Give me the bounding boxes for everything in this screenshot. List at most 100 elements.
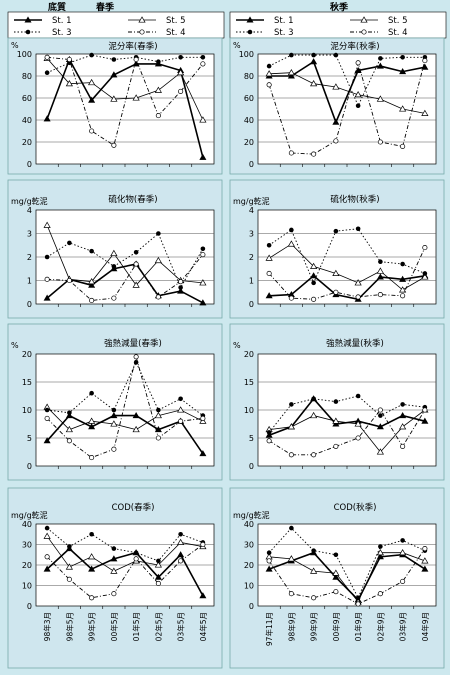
x-tick-label: 01年5月 (131, 612, 141, 641)
data-point (265, 70, 273, 77)
data-point (376, 95, 384, 102)
data-point (178, 88, 184, 94)
legend-label: St. 5 (166, 16, 186, 26)
data-point (44, 407, 50, 413)
data-point (199, 116, 207, 123)
series-line (47, 56, 204, 147)
data-point (400, 443, 406, 449)
data-point (199, 279, 207, 286)
data-point (43, 221, 51, 228)
y-tick-label: 3 (27, 230, 32, 239)
data-point (66, 56, 72, 63)
data-point (289, 52, 294, 58)
data-point (422, 245, 428, 251)
data-point (311, 151, 317, 157)
data-point (310, 79, 318, 87)
y-tick-label: 0 (249, 300, 254, 309)
data-point (332, 118, 340, 125)
legend-label: St. 1 (274, 16, 294, 26)
y-tick-label: 40 (22, 520, 32, 529)
data-point (178, 285, 183, 290)
data-point (67, 240, 72, 246)
data-point (133, 56, 139, 63)
data-point (178, 531, 183, 537)
data-point (376, 423, 384, 430)
data-point (43, 437, 51, 444)
y-unit-label: mg/g乾泥 (233, 196, 270, 206)
y-tick-label: 100 (17, 50, 32, 59)
data-point (110, 95, 118, 102)
legend-label: St. 3 (274, 28, 294, 38)
legend-label: St. 3 (52, 28, 72, 38)
x-tick-label: 04年9月 (420, 612, 430, 641)
series-line (46, 58, 204, 121)
data-point (177, 538, 185, 546)
data-point (111, 295, 117, 301)
data-point (44, 70, 50, 75)
data-point (43, 115, 51, 122)
legend-marker (25, 29, 31, 35)
data-point (44, 276, 50, 282)
data-point (65, 425, 73, 433)
data-point (378, 56, 383, 61)
data-point (88, 417, 96, 424)
data-point (355, 103, 361, 108)
data-point (132, 94, 140, 101)
data-point (421, 273, 429, 280)
data-point (110, 420, 118, 427)
x-tick-label: 00年5月 (109, 612, 119, 641)
series-line (47, 361, 204, 416)
data-point (88, 96, 96, 103)
y-tick-label: 2 (27, 253, 32, 262)
data-point (355, 601, 361, 607)
data-point (422, 546, 428, 552)
series-line (46, 406, 204, 431)
data-point (421, 565, 429, 572)
legend-marker (24, 16, 32, 23)
series-line (46, 544, 204, 599)
data-point (376, 448, 384, 455)
chart-title: 硫化物(春季) (108, 194, 157, 205)
y-tick-label: 60 (244, 94, 254, 103)
y-tick-label: 0 (249, 160, 254, 169)
data-point (332, 573, 340, 580)
data-point (89, 52, 94, 58)
data-point (178, 396, 183, 402)
y-unit-label: % (11, 41, 19, 50)
data-point (89, 128, 95, 134)
data-point (332, 83, 340, 90)
data-point (132, 411, 140, 419)
data-point (377, 407, 383, 413)
data-point (44, 254, 50, 260)
data-point (288, 452, 294, 458)
x-tick-label: 99年5月 (87, 612, 97, 641)
data-point (421, 557, 429, 564)
data-point (89, 390, 94, 396)
data-point (422, 271, 428, 276)
y-tick-label: 5 (27, 434, 32, 443)
x-tick-label: 99年9月 (309, 612, 319, 641)
y-unit-label: mg/g乾泥 (11, 510, 48, 520)
data-point (111, 546, 117, 551)
series-line (47, 254, 204, 301)
series-line (268, 228, 426, 284)
data-point (178, 279, 184, 285)
data-point (289, 227, 294, 233)
y-tick-label: 10 (22, 406, 32, 415)
data-point (421, 109, 429, 116)
data-point (177, 287, 185, 294)
data-point (355, 435, 361, 441)
data-point (333, 552, 339, 558)
series-line (268, 243, 426, 291)
data-point (65, 79, 73, 87)
data-point (355, 393, 361, 399)
data-point (199, 450, 207, 457)
y-tick-label: 80 (244, 72, 254, 81)
series-line (269, 552, 426, 603)
y-tick-label: 15 (244, 378, 254, 387)
data-point (399, 423, 407, 430)
legend-marker (138, 16, 146, 23)
x-tick-label: 02年5月 (153, 612, 163, 641)
data-point (377, 139, 383, 145)
data-point (333, 589, 339, 595)
